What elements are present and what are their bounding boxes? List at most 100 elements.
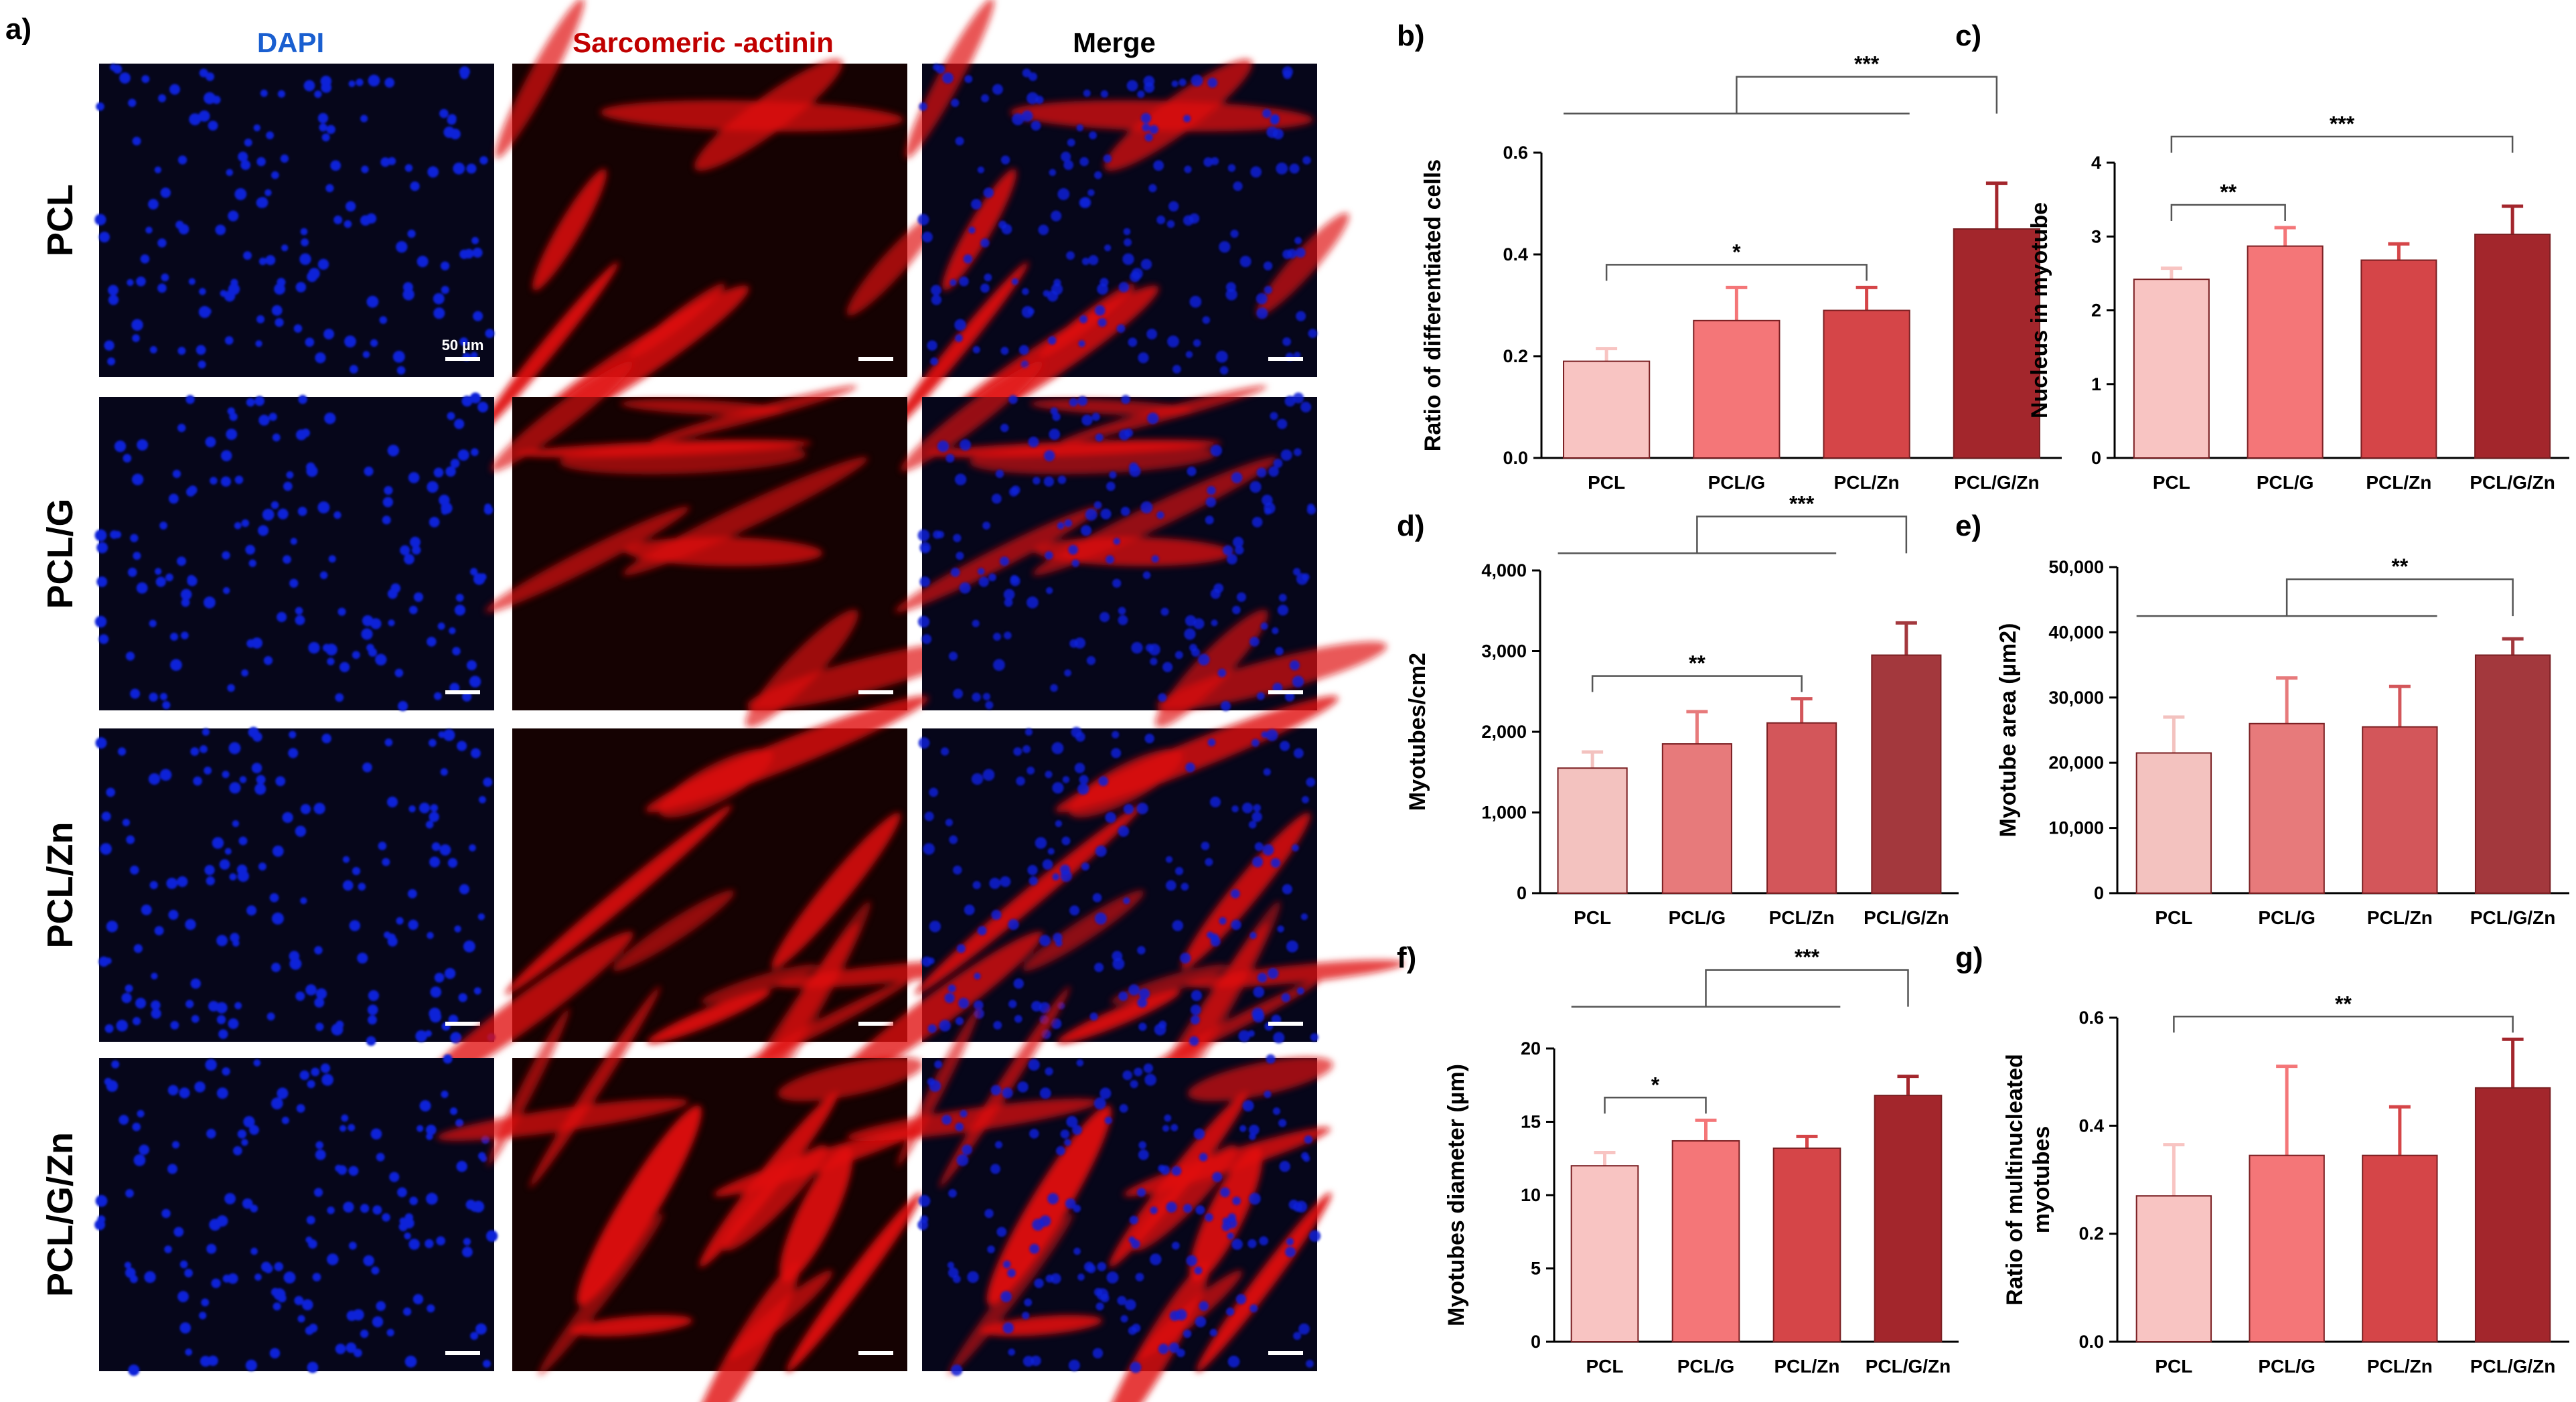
x-category-label: PCL/G/Zn (2470, 1356, 2556, 1377)
column-titles: DAPI Sarcomeric -actinin Merge (257, 27, 1156, 58)
micrograph-2-3 (419, 696, 995, 1161)
y-tick-label: 4 (2091, 153, 2101, 173)
panel-letter-a: a) (5, 13, 31, 46)
bar-pcl-g (1671, 1140, 1740, 1342)
significance-label: ** (1689, 651, 1706, 676)
micrograph-panel: a) DAPI Sarcomeric -actinin Merge PCL PCL/G… (5, 0, 1405, 1402)
scale-bar-label: 50 µm (442, 337, 484, 354)
micrograph-1-1: 50 µm (94, 64, 495, 377)
x-category-label: PCL/Zn (2367, 907, 2433, 928)
y-tick-label: 10,000 (2048, 818, 2104, 838)
bar-pcl-g (2249, 1154, 2325, 1342)
bar-pcl-zn (1766, 722, 1837, 894)
micrograph-2-2 (485, 361, 978, 728)
y-tick-label: 0.0 (2078, 1332, 2104, 1352)
scale-bar (858, 1351, 893, 1355)
scale-bar (445, 690, 480, 694)
bar-pcl-zn (2362, 1154, 2438, 1342)
y-tick-label: 0.2 (2078, 1224, 2104, 1244)
y-tick-label: 1 (2091, 374, 2101, 394)
chart-f: f) 0 5 10 15 20 PCL PCL/G PCL/Zn PCL/G/Zn Myotubes… (1397, 941, 1959, 1377)
row-label-2: PCL/G (40, 498, 80, 609)
x-category-label: PCL (2153, 472, 2190, 493)
y-tick-label: 30,000 (2048, 688, 2104, 708)
significance-label: ** (2220, 180, 2237, 204)
x-category-label: PCL/Zn (2366, 472, 2431, 493)
significance-bracket: ** (1591, 651, 1803, 692)
bar-pcl-zn (2360, 259, 2437, 459)
y-tick-label: 3,000 (1481, 641, 1527, 661)
bar-pcl (2133, 279, 2210, 459)
bar-pcl (1570, 1165, 1639, 1342)
row-label-3: PCL/Zn (40, 822, 80, 949)
bar-pcl-zn (1772, 1147, 1841, 1343)
x-category-label: PCL (1574, 907, 1611, 928)
micrograph-2-1 (477, 0, 939, 443)
y-tick-label: 0.2 (1503, 346, 1528, 366)
x-category-label: PCL/Zn (2367, 1356, 2433, 1377)
significance-bracket: *** (1564, 52, 1998, 114)
row-label-4: PCL/G/Zn (40, 1132, 80, 1297)
y-tick-label: 2,000 (1481, 722, 1527, 742)
row-labels: PCL PCL/G PCL/Zn PCL/G/Zn (40, 184, 80, 1297)
y-tick-label: 20 (1521, 1038, 1541, 1059)
chart-b: b) 0.0 0.2 0.4 0.6 PCL PCL/G PCL/Zn PCL/G/Zn Rati… (1397, 19, 2062, 493)
chart-c: c) 0 1 2 3 4 PCL PCL/G PCL/Zn PCL/G/Zn Nucleus in … (1955, 19, 2569, 493)
panel-letter-b: b) (1397, 19, 1425, 52)
significance-label: *** (2330, 112, 2355, 136)
bar-pcl (2135, 752, 2212, 894)
micrograph-1-3 (95, 726, 496, 1046)
x-category-label: PCL/Zn (1769, 907, 1835, 928)
x-category-label: PCL/G (1677, 1356, 1735, 1377)
bar-pcl-g (2247, 245, 2324, 459)
x-category-label: PCL/G (1708, 472, 1766, 493)
micrograph-2-4 (437, 986, 923, 1402)
bar-pcl-zn (1823, 309, 1910, 459)
column-title-2: Sarcomeric -actinin (573, 27, 834, 58)
significance-bracket: * (1605, 240, 1868, 281)
scale-bar (445, 1351, 480, 1355)
y-tick-label: 0.0 (1503, 448, 1528, 468)
x-category-label: PCL/Zn (1774, 1356, 1840, 1377)
bar-pcl-g (1661, 743, 1732, 894)
panel-letter-e: e) (1955, 510, 1981, 542)
y-tick-label: 1,000 (1481, 803, 1527, 823)
row-label-1: PCL (40, 184, 80, 256)
x-category-label: PCL/G/Zn (1866, 1356, 1951, 1377)
scale-bar (1268, 357, 1303, 361)
y-tick-label: 0 (1517, 883, 1527, 903)
bar-pcl-zn (2362, 726, 2438, 894)
column-title-1: DAPI (257, 27, 324, 58)
significance-label: * (1732, 240, 1741, 264)
micrograph-3-3 (828, 696, 1405, 1161)
panel-letter-f: f) (1397, 941, 1416, 974)
micrograph-1-2 (94, 392, 494, 712)
scale-bar (858, 357, 893, 361)
significance-bracket: ** (2136, 554, 2514, 617)
y-axis-title: Ratio of differentiated cells (1420, 159, 1446, 451)
y-axis-title: Myotubes/cm2 (1405, 653, 1430, 811)
y-axis-title: Ratio of multinucleated (2002, 1054, 2028, 1306)
bar-pcl-g-zn (2474, 654, 2551, 894)
bar-pcl-g (1693, 319, 1781, 459)
x-category-label: PCL/G (2258, 907, 2316, 928)
significance-bracket: *** (2170, 112, 2514, 153)
scale-bar (445, 1022, 480, 1026)
x-category-label: PCL (1586, 1356, 1624, 1377)
y-tick-label: 5 (1531, 1259, 1541, 1279)
x-category-label: PCL/G (2258, 1356, 2316, 1377)
image-grid: 50 µm (94, 0, 1405, 1402)
y-tick-label: 40,000 (2048, 622, 2104, 642)
y-axis-title: Myotube area (µm2) (1995, 623, 2021, 838)
y-tick-label: 10 (1521, 1185, 1541, 1205)
significance-label: *** (1789, 491, 1815, 516)
bar-pcl-g-zn (1874, 1095, 1943, 1342)
y-tick-label: 0.6 (2078, 1008, 2104, 1028)
x-category-label: PCL (1588, 472, 1625, 493)
scale-bar (445, 357, 480, 361)
y-tick-label: 15 (1521, 1112, 1541, 1132)
scale-bar (1268, 1022, 1303, 1026)
y-axis-title: myotubes (2029, 1126, 2054, 1234)
micrograph-1-4 (94, 1054, 498, 1376)
